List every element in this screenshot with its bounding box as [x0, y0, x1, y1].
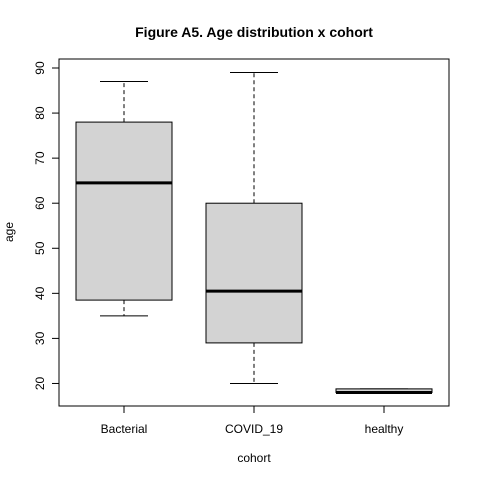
plot-area: 20 30 40 50 60 70 80 90 Bacterial COVID_19 healthy	[33, 58, 450, 436]
x-tick-label: healthy	[365, 422, 404, 436]
y-tick-label: 60	[33, 196, 47, 210]
y-tick-label: 20	[33, 376, 47, 390]
y-tick-label: 70	[33, 151, 47, 165]
y-axis-label: age	[2, 222, 16, 242]
box-iqr	[75, 121, 173, 301]
x-axis-label: cohort	[237, 451, 271, 465]
chart-title: Figure A5. Age distribution x cohort	[135, 24, 373, 40]
x-tick-label: Bacterial	[101, 422, 148, 436]
y-tick-label: 40	[33, 286, 47, 300]
y-tick-label: 30	[33, 331, 47, 345]
x-tick-label: COVID_19	[225, 422, 283, 436]
y-tick-label: 80	[33, 106, 47, 120]
y-tick-label: 90	[33, 61, 47, 75]
box-iqr	[205, 202, 303, 344]
y-tick-label: 50	[33, 241, 47, 255]
